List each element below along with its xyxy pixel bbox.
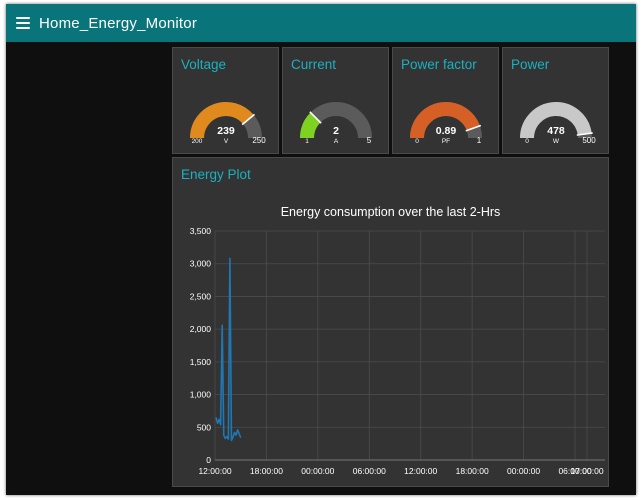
gauge-max-label: 5 [367,136,372,145]
gauge-unit: A [334,138,339,145]
y-tick-label: 1,000 [190,390,212,400]
x-tick-label: 06:00:00 [558,466,591,476]
chart-title: Energy consumption over the last 2-Hrs [280,205,501,219]
energy-plot-card: Energy Plot Energy consumption over the … [172,157,609,487]
x-tick-label: 18:00:00 [456,466,489,476]
gauge-needle [465,124,482,132]
top-bar: Home_Energy_Monitor [6,4,636,42]
gauge-fill [300,112,321,139]
y-tick-label: 2,000 [190,324,212,334]
y-tick-label: 2,500 [190,291,212,301]
current-gauge: 2A 1 5 [300,102,372,145]
gauge-min-label: 200 [192,138,203,145]
gauge-min-label: 1 [305,138,309,145]
gauge-unit: V [224,138,229,145]
gauge-title: Voltage [181,57,227,72]
y-tick-label: 3,500 [190,226,212,236]
x-tick-label: 12:00:00 [198,466,231,476]
x-tick-label: 12:00:00 [404,466,437,476]
gauge-needle [576,132,593,136]
y-tick-label: 0 [206,455,211,465]
x-tick-label: 00:00:00 [301,466,334,476]
hamburger-menu-icon[interactable] [16,17,30,29]
gauge-value: 2 [333,125,339,137]
app-title: Home_Energy_Monitor [39,14,198,32]
gauge-unit: PF [442,138,450,145]
power-gauge-card: Power 478 W 0 500 [502,47,609,154]
gauge-needle [241,113,256,126]
gauge-title: Power factor [401,57,477,72]
x-tick-label: 00:00:00 [507,466,540,476]
gauge-value: 478 [547,125,565,137]
y-tick-label: 500 [197,422,211,432]
gauge-max-label: 250 [252,136,266,145]
y-tick-label: 3,000 [190,259,212,269]
gauge-max-label: 500 [582,136,596,145]
gauge-fill [190,102,254,139]
gauge-max-label: 1 [477,136,482,145]
gauge-needle [309,111,322,124]
gauge-unit: W [553,138,560,145]
y-tick-label: 1,500 [190,357,212,367]
energy-line-chart: 0 500 1,000 1,500 2,000 2,500 3,000 3,500 12:00:… [190,226,605,476]
gauge-min-label: 0 [525,138,529,145]
gauge-min-label: 0 [415,138,419,145]
x-tick-label: 06:00:00 [353,466,386,476]
gauge-fill [520,102,592,139]
voltage-gauge-card: Voltage 239 V 200 250 [172,47,279,154]
gauge-title: Power [511,57,550,72]
gauge-value: 0.89 [436,125,457,137]
app-window: Home_Energy_Monitor Voltage 239 V 200 250 C… [6,4,636,495]
x-tick-label: 18:00:00 [250,466,283,476]
gauge-title: Current [291,57,337,72]
gauge-fill [410,102,480,139]
gauge-value: 239 [217,125,235,137]
power-factor-gauge-card: Power factor 0.89 PF 0 1 [392,47,499,154]
energy-series-line [215,257,242,442]
x-tick-label: 17:00:00 [570,466,603,476]
plot-card-title: Energy Plot [181,167,251,182]
